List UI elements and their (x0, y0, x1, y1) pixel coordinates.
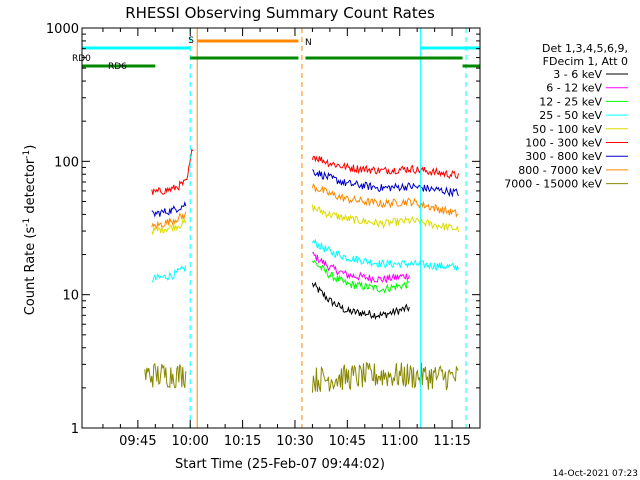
y-tick-label-3: 1000 (46, 22, 79, 37)
y-tick-label-2: 100 (54, 155, 79, 170)
series-line-post-100-300-kev (311, 155, 459, 180)
legend-label-2: 12 - 25 keV (539, 95, 602, 108)
series-line-pre-300-800-kev (151, 200, 187, 218)
plot-frame (81, 27, 481, 429)
x-tick-label-0: 09:45 (119, 434, 156, 449)
series-line-post-300-800-kev (312, 169, 459, 198)
state-bar-1 (82, 46, 191, 50)
legend-label-3: 25 - 50 keV (539, 109, 602, 122)
series-line-pre-100-300-kev (151, 148, 194, 195)
legend-label-0: 3 - 6 keV (553, 68, 602, 81)
y-axis-label: Count Rate (s-1 detector-1) (22, 145, 38, 316)
x-tick-label-4: 10:45 (329, 434, 366, 449)
y-tick-label-0: 1 (71, 422, 79, 437)
x-axis-label: Start Time (25-Feb-07 09:44:02) (175, 457, 385, 472)
legend-label-4: 50 - 100 keV (532, 123, 602, 136)
x-tick-label-6: 11:15 (433, 434, 470, 449)
chart-title: RHESSI Observing Summary Count Rates (125, 4, 435, 22)
legend-label-8: 7000 - 15000 keV (504, 178, 602, 191)
series-line-post-3-6-kev (311, 281, 410, 321)
svg-text:Count Rate (s-1 detector-1): Count Rate (s-1 detector-1) (22, 145, 38, 316)
state-bar-3 (190, 56, 299, 60)
y-axis-label-main: Count Rate (s (23, 227, 38, 316)
series-line-pre-50-100-kev (151, 217, 187, 235)
series-line-pre-800-7000-kev (151, 211, 187, 230)
legend: Det 1,3,4,5,6,9,FDecim 1, Att 03 - 6 keV… (504, 42, 628, 191)
series-line-post-6-12-kev (312, 251, 410, 284)
x-tick-label-2: 10:15 (224, 434, 261, 449)
y-axis-label-mid: detector (23, 158, 38, 218)
timestamp-label: 14-Oct-2021 07:23 (553, 469, 638, 479)
event-marker-label-2: N (305, 38, 312, 48)
y-axis-label-sup2: -1 (22, 150, 32, 159)
legend-label-7: 800 - 7000 keV (518, 164, 602, 177)
y-tick-label-1: 10 (62, 289, 79, 304)
state-bar-6 (462, 64, 480, 68)
series-line-post-7000-15000-kev (311, 361, 459, 393)
y-axis-label-sup1: -1 (22, 218, 32, 227)
series-line-post-800-7000-kev (311, 183, 459, 218)
state-bar-2 (420, 46, 480, 50)
x-tick-label-5: 11:00 (381, 434, 418, 449)
series-line-post-50-100-kev (311, 204, 459, 233)
series-group (144, 148, 459, 393)
legend-label-6: 300 - 800 keV (525, 150, 602, 163)
legend-header-0: Det 1,3,4,5,6,9, (542, 42, 628, 55)
state-bar-label-0: S (188, 36, 194, 46)
series-line-post-25-50-kev (311, 238, 459, 272)
legend-label-5: 100 - 300 keV (525, 137, 602, 150)
series-line-pre-7000-15000-kev (144, 362, 187, 389)
axes: 09:45 10:00 10:15 10:30 10:45 11:00 11:15 1 10 10… (46, 22, 480, 449)
y-axis-label-end: ) (23, 145, 38, 150)
series-line-pre-25-50-kev (151, 265, 187, 283)
state-bar-0 (197, 39, 299, 43)
state-bar-5 (82, 64, 156, 68)
legend-header-1: FDecim 1, Att 0 (543, 55, 628, 68)
state-bar-label-5: RD6 (108, 62, 127, 72)
state-bar-4 (305, 56, 463, 60)
series-line-post-12-25-kev (311, 259, 410, 294)
legend-label-1: 6 - 12 keV (546, 82, 602, 95)
x-tick-label-3: 10:30 (276, 434, 313, 449)
x-tick-label-1: 10:00 (171, 434, 208, 449)
